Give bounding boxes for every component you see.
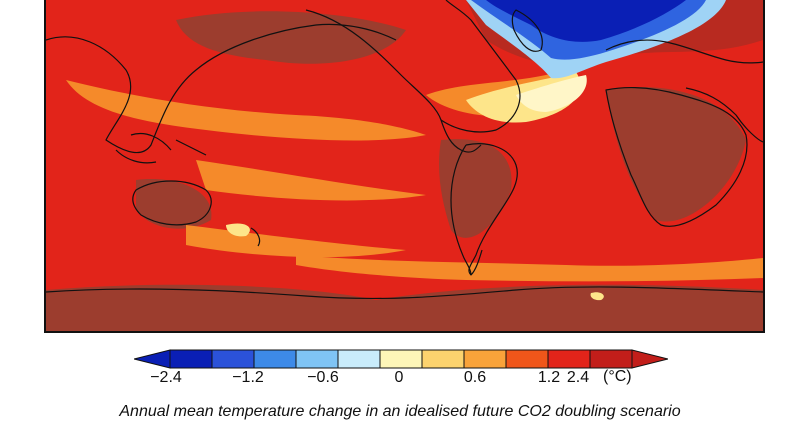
colorbar-swatch — [421, 349, 465, 369]
warming-band-southern-ocean — [296, 255, 763, 282]
colorbar-tick-label: 0.6 — [463, 369, 487, 386]
land-warming-north — [176, 11, 406, 64]
temperature-change-map — [44, 0, 765, 333]
colorbar-swatch — [337, 349, 381, 369]
weak-warming-patch — [226, 223, 250, 237]
minimal-warming-north-atlantic — [516, 75, 587, 112]
coastlines — [46, 0, 763, 300]
coast-asia — [46, 23, 397, 154]
colorbar — [134, 347, 668, 371]
coast-maritime-continent — [115, 132, 207, 164]
colorbar-swatch — [463, 349, 507, 369]
colorbar-swatch — [589, 349, 633, 369]
colorbar-tick-label: 2.4 — [566, 369, 590, 386]
warming-band-north-pacific — [66, 80, 426, 141]
temperature-field — [46, 0, 763, 331]
warming-band-equatorial-pacific — [196, 160, 426, 201]
colorbar-swatches — [134, 349, 668, 369]
coast-central-america — [440, 119, 482, 153]
land-warming-south-america — [439, 139, 512, 238]
land-warming-australia — [136, 179, 212, 229]
colorbar-low-arrow — [134, 349, 171, 369]
coast-south-america — [465, 143, 518, 276]
colorbar-tick-label: −1.2 — [232, 369, 264, 386]
coast-australia — [132, 180, 212, 226]
coast-europe — [605, 39, 763, 64]
coast-greenland — [511, 9, 543, 52]
coast-antarctica — [46, 286, 763, 300]
colorbar-swatch — [505, 349, 549, 369]
cooling-zone-core — [486, 0, 686, 42]
colorbar-swatch — [253, 349, 297, 369]
colorbar-swatch — [547, 349, 591, 369]
colorbar-swatch — [169, 349, 213, 369]
colorbar-swatch — [295, 349, 339, 369]
weak-warming-patch — [590, 292, 604, 301]
colorbar-swatch — [379, 349, 423, 369]
colorbar-tick-label: −2.4 — [150, 369, 182, 386]
coast-arabia-india — [685, 87, 763, 143]
coast-north-america — [305, 0, 521, 133]
colorbar-tick-label: 1.2 — [537, 369, 561, 386]
colorbar-high-arrow — [631, 349, 668, 369]
coast-africa — [605, 86, 748, 227]
coast-new-zealand — [250, 227, 261, 247]
land-warming-africa — [606, 87, 746, 222]
figure-caption: Annual mean temperature change in an ide… — [119, 403, 681, 420]
colorbar-unit: (°C) — [603, 368, 632, 385]
map-canvas — [46, 0, 763, 331]
warming-band-south-pacific — [186, 225, 406, 258]
land-warming-antarctica — [46, 284, 763, 331]
colorbar-tick-label: −0.6 — [307, 369, 339, 386]
colorbar-tick-label: 0 — [394, 369, 404, 386]
coast-south-america-west — [450, 144, 472, 276]
colorbar-swatch — [211, 349, 255, 369]
